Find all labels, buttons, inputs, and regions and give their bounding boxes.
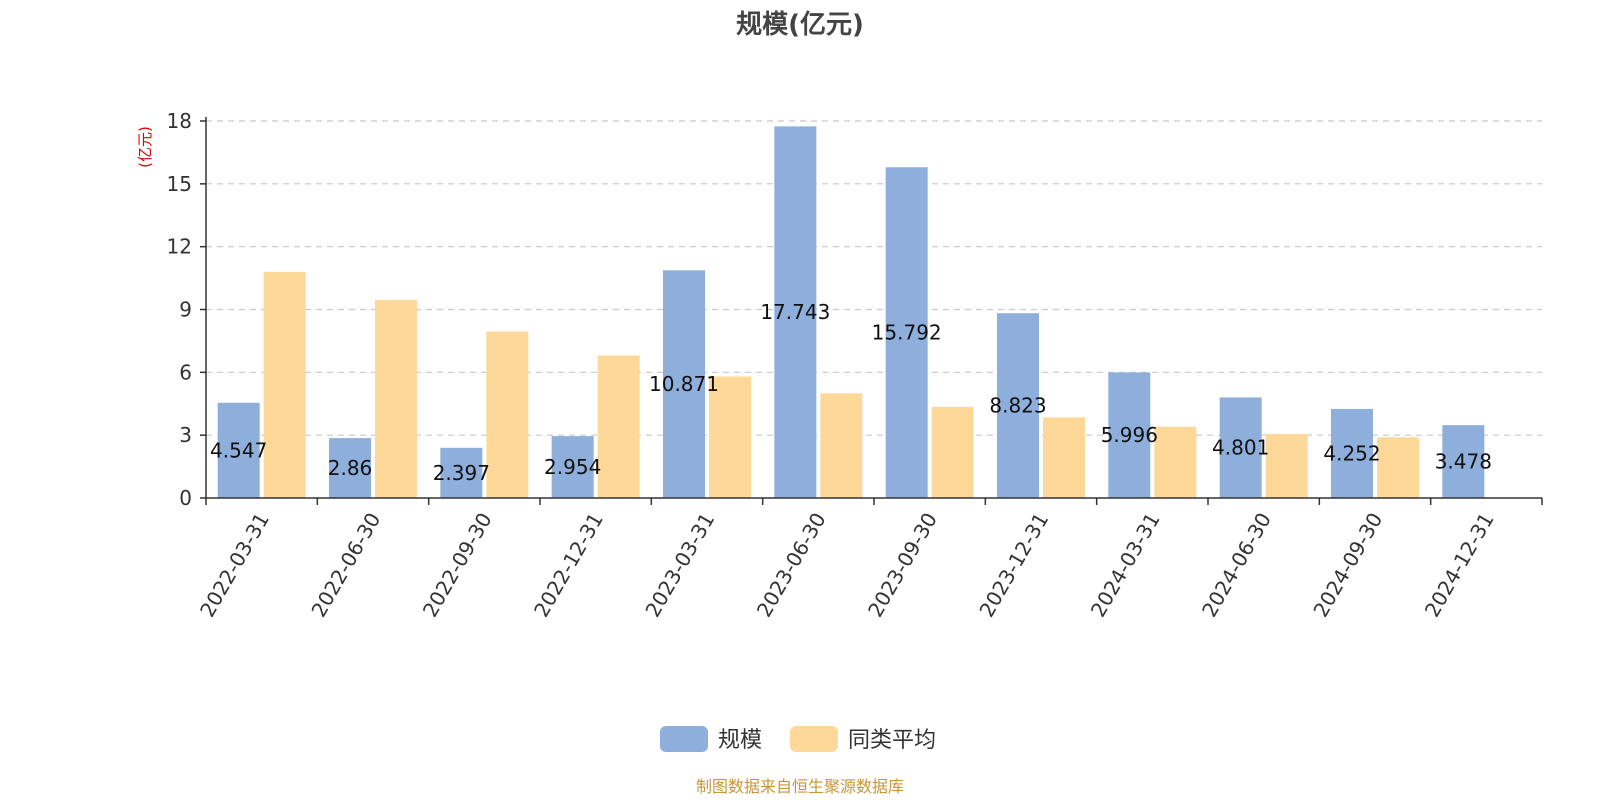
bar-peer-average [486,331,529,498]
legend-item[interactable]: 同类平均 [790,726,936,753]
bar-peer-average [1043,417,1085,498]
y-axis: 0 3 6 9 12 15 18 [167,109,207,510]
x-tick-label: 2023-09-30 [863,509,942,622]
bar-value-label: 4.547 [210,438,267,462]
bar-value-label: 8.823 [989,394,1046,418]
bar-value-label: 17.743 [760,300,830,324]
bar-scale [1442,425,1485,498]
bar-scale [1108,372,1151,498]
x-tick-label: 2023-03-31 [640,509,719,622]
bar-value-label: 15.792 [872,321,942,345]
bar-peer-average [1154,426,1197,498]
bar-peer-average [263,271,306,498]
x-axis: 2022-03-31 2022-06-30 2022-09-30 2022-12-31… [195,497,1543,622]
bar-scale [217,402,260,498]
bar-peer-average [709,376,751,498]
bar-scale [663,270,705,498]
y-tick-label: 12 [167,235,192,259]
bar-scale [329,438,371,498]
bar-peer-average [1265,434,1308,498]
y-axis-unit-label: (亿元) [136,126,154,168]
bar-value-label: 10.871 [649,372,719,396]
x-tick-label: 2022-03-31 [195,509,274,622]
bar-peer-average [931,406,974,498]
bar-value-label: 4.801 [1212,436,1269,460]
legend-label: 同类平均 [848,728,936,753]
legend-item[interactable]: 规模 [660,726,762,753]
y-tick-label: 3 [179,423,192,447]
bar-scale [551,436,594,498]
grid-lines [206,120,1542,436]
y-tick-label: 6 [179,360,192,384]
legend-label: 规模 [718,728,762,753]
bar-value-label: 2.954 [544,455,601,479]
bar-peer-average [820,393,863,498]
bar-peer-average [1377,437,1419,498]
bar-scale [440,447,483,498]
bar-value-label: 4.252 [1323,441,1380,465]
x-tick-label: 2022-06-30 [306,509,385,622]
bar-scale [885,167,928,498]
legend-swatch [660,726,708,752]
legend: 规模 同类平均 [660,726,936,753]
bar-value-label: 2.397 [433,461,490,485]
bar-scale [997,313,1039,498]
x-tick-label: 2022-09-30 [418,509,497,622]
data-source-note: 制图数据来自恒生聚源数据库 [696,777,904,796]
chart-title: 规模(亿元) [736,10,864,40]
x-tick-label: 2024-06-30 [1197,509,1276,622]
x-tick-label: 2024-12-31 [1420,509,1499,622]
y-tick-label: 0 [179,486,192,510]
x-tick-label: 2024-09-30 [1308,509,1387,622]
bar-scale [1331,408,1373,498]
bar-scale [1219,397,1262,498]
bar-value-label: 3.478 [1435,450,1492,474]
bars [217,126,1485,498]
bar-peer-average [375,300,417,498]
x-tick-label: 2024-03-31 [1086,509,1165,622]
x-tick-label: 2022-12-31 [529,509,608,622]
bar-scale [774,126,817,498]
y-tick-label: 9 [179,298,192,322]
y-tick-label: 18 [167,109,192,133]
legend-swatch [790,726,838,752]
data-labels: 4.547 2.86 2.397 2.954 10.871 17.743 15.792 8.8… [210,300,1492,485]
y-tick-label: 15 [167,172,192,196]
x-tick-label: 2023-12-31 [974,509,1053,622]
bar-value-label: 5.996 [1101,423,1158,447]
bar-peer-average [597,355,640,498]
bar-value-label: 2.86 [328,456,373,480]
x-tick-label: 2023-06-30 [752,509,831,622]
